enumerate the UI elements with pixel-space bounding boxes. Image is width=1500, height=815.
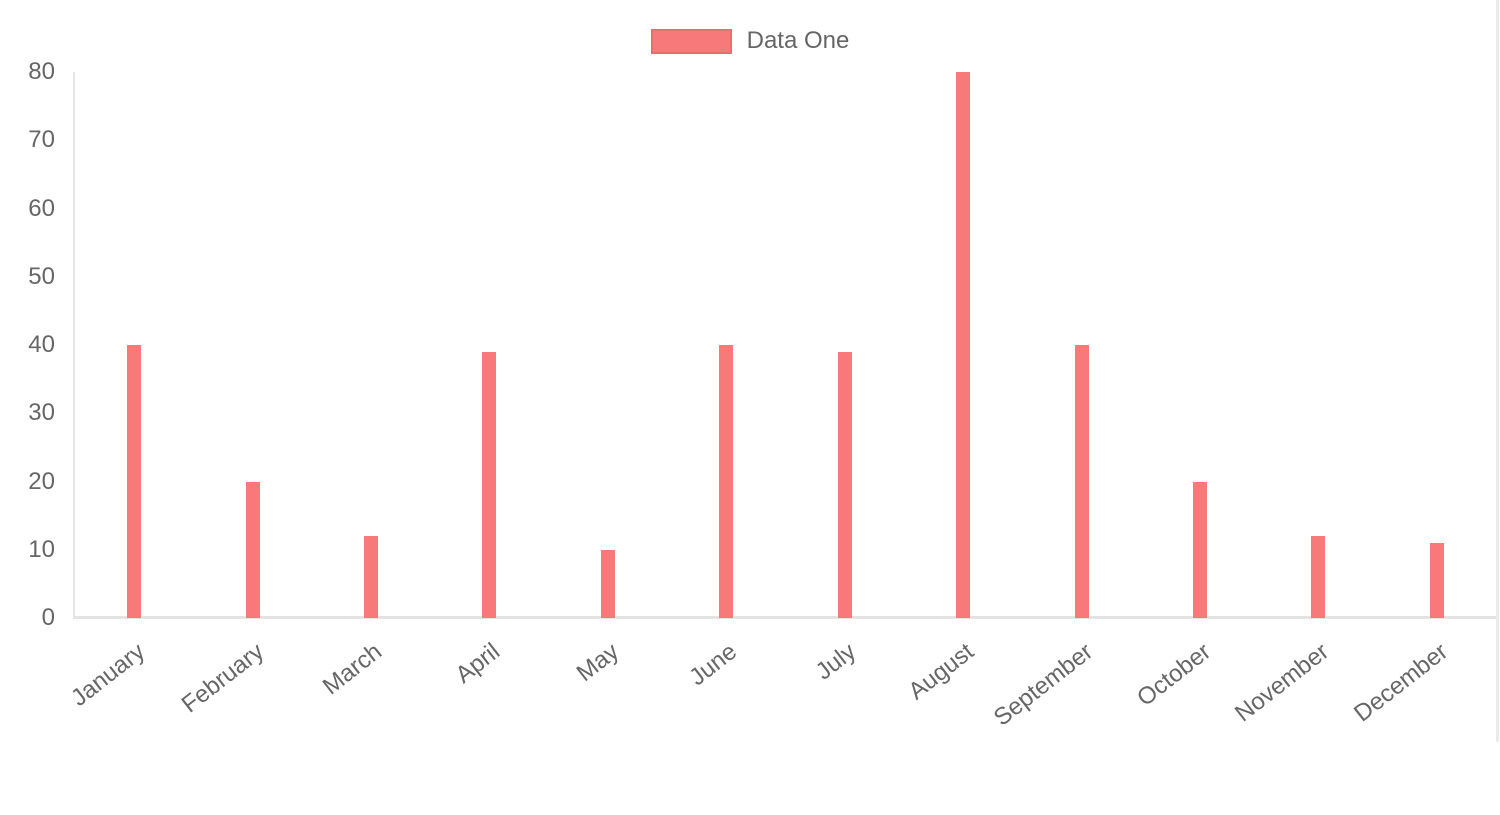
bar-october (1192, 481, 1207, 618)
x-tick-label-june: June (684, 637, 743, 692)
bar-march (364, 536, 379, 618)
x-tick-label-march: March (317, 637, 388, 701)
bar-january (127, 345, 142, 618)
bar-november (1311, 536, 1326, 618)
x-tick-label-november: November (1230, 637, 1335, 728)
y-tick-label-10: 10 (28, 535, 55, 563)
bar-august (956, 72, 971, 618)
y-tick-label-80: 80 (28, 58, 55, 85)
y-tick-label-40: 40 (28, 331, 55, 358)
x-tick-label-august: August (903, 637, 980, 706)
y-axis-line (73, 72, 75, 618)
y-tick-label-30: 30 (28, 399, 55, 427)
bar-april (482, 351, 497, 618)
x-axis-line (73, 616, 1498, 619)
x-tick-label-may: May (571, 637, 624, 688)
chart-canvas: Data One 0 10 20 30 40 50 60 70 80 January Februa… (0, 0, 1500, 742)
x-tick-label-july: July (810, 637, 861, 686)
y-tick-label-60: 60 (28, 194, 55, 222)
page-right-edge-line (1496, 0, 1499, 742)
y-tick-label-0: 0 (41, 604, 55, 631)
y-tick-label-70: 70 (28, 126, 55, 154)
x-tick-label-december: December (1348, 637, 1453, 728)
y-tick-label-50: 50 (28, 262, 55, 290)
bar-july (837, 351, 852, 618)
x-tick-label-september: September (988, 637, 1098, 732)
legend[interactable]: Data One (0, 27, 1500, 55)
x-tick-label-february: February (176, 637, 269, 719)
bar-december (1429, 542, 1444, 618)
x-tick-label-april: April (450, 637, 506, 689)
legend-label[interactable]: Data One (746, 27, 850, 54)
bar-september (1074, 345, 1089, 618)
legend-swatch[interactable] (650, 28, 732, 54)
y-tick-label-20: 20 (28, 467, 55, 495)
bar-june (719, 345, 734, 618)
bar-february (245, 481, 260, 618)
bar-may (600, 549, 615, 618)
x-tick-label-october: October (1132, 637, 1216, 712)
